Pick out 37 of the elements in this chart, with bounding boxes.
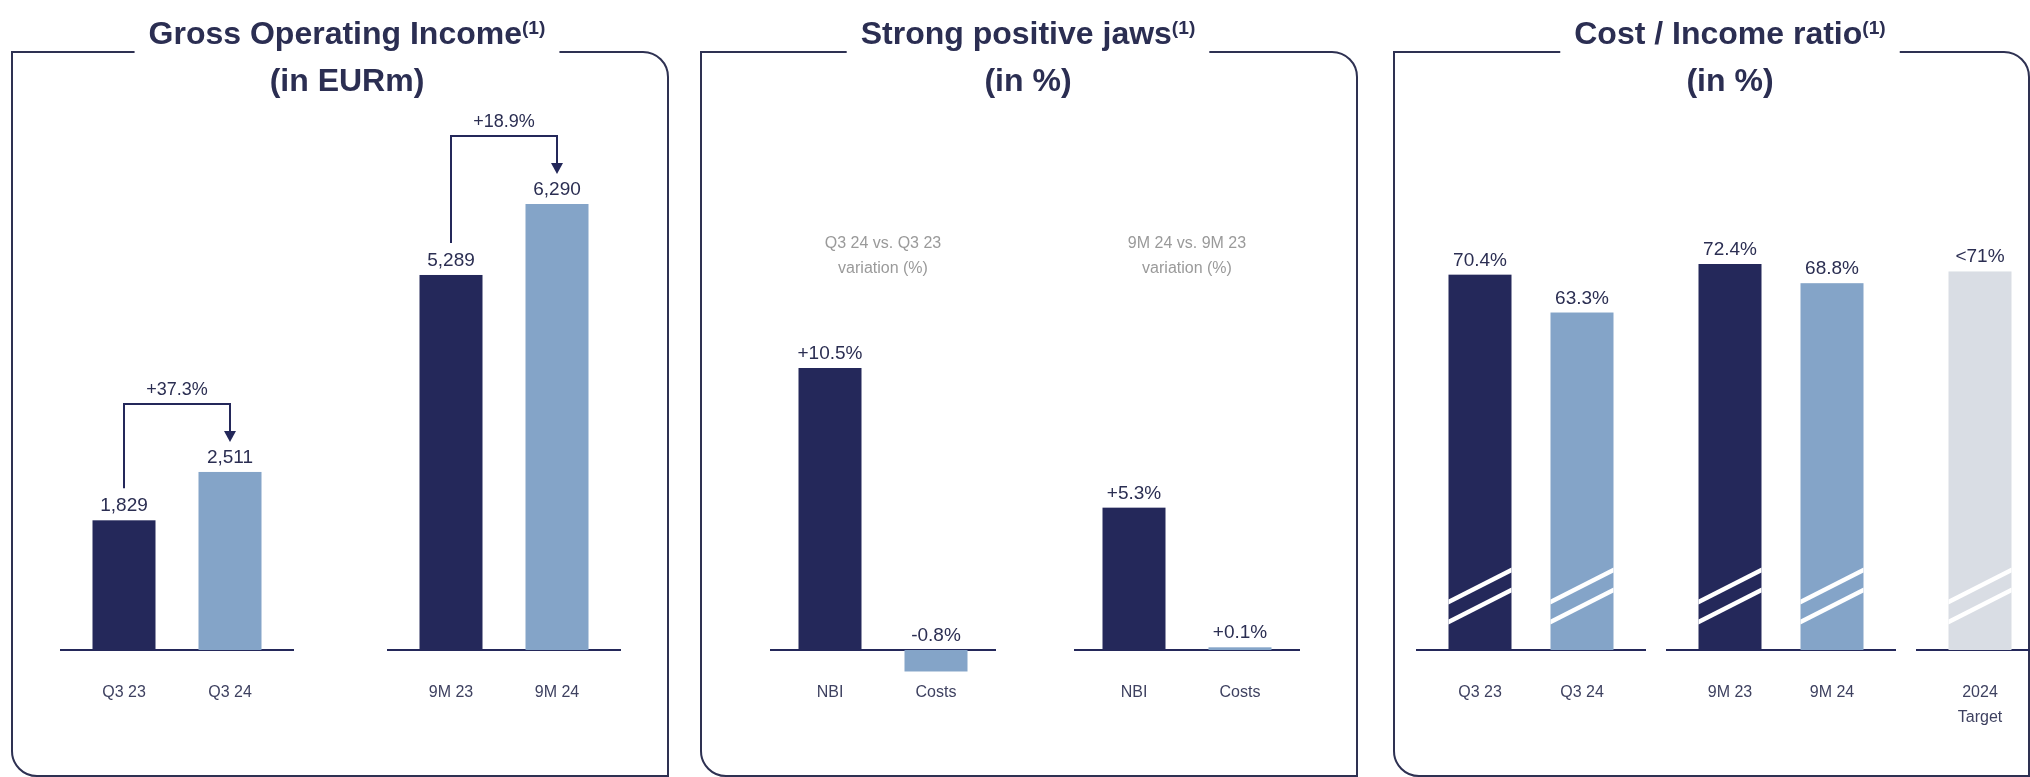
x-tick-label: Q3 24 (208, 683, 252, 700)
chart-subtitle: (in EURm) (269, 62, 425, 98)
data-label: 70.4% (1453, 248, 1508, 270)
text: +18.9% (473, 111, 535, 131)
x-tick-label: Q3 24 (1560, 683, 1604, 700)
x-tick-label: NBI (816, 683, 844, 700)
x-tick-label: Costs (915, 683, 957, 700)
annotation: +37.3% (146, 378, 208, 399)
chart-title: Strong positive jaws$^{(1)}$ (860, 15, 1196, 51)
data-label: +10.5% (797, 342, 863, 363)
data-label: <71% (1955, 245, 2005, 267)
data-label: 6,290 (533, 178, 581, 199)
chart-title: Cost / Income ratio$^{(1)}$ (1574, 15, 1886, 51)
data-label: +0.1% (1212, 621, 1268, 643)
x-tick-label: Q3 23 (102, 683, 146, 700)
chart-subtitle: (in %) (1686, 62, 1774, 98)
x-tick-label: 9M 23 (428, 683, 474, 700)
x-tick-label: 9M 24 (534, 683, 580, 700)
data-label: 5,289 (427, 248, 475, 270)
data-label: 68.8% (1805, 257, 1860, 279)
data-label: -0.8% (911, 624, 961, 645)
bar (1948, 271, 2012, 650)
x-tick-label: NBI (1120, 683, 1148, 700)
chart-title: Gross Operating Income$^{(1)}$ (148, 15, 546, 51)
data-label: +5.3% (1106, 481, 1162, 503)
x-tick-label: 9M 24 (1809, 683, 1855, 700)
x-tick-label: Q3 23 (1458, 683, 1502, 700)
text: Q3 24 vs. Q3 23 variation (%) (824, 234, 942, 276)
text: 9M 24 vs. 9M 23 variation (%) (1127, 234, 1247, 276)
data-label: 1,829 (100, 494, 148, 516)
x-tick-label: 9M 23 (1707, 683, 1753, 700)
data-label: 63.3% (1555, 286, 1610, 308)
x-tick-label: Costs (1219, 683, 1261, 700)
x-tick-label: 2024 Target (1957, 683, 2003, 725)
data-label: 72.4% (1703, 238, 1758, 259)
data-label: 2,511 (206, 445, 254, 467)
chart-subtitle: (in %) (984, 62, 1072, 98)
